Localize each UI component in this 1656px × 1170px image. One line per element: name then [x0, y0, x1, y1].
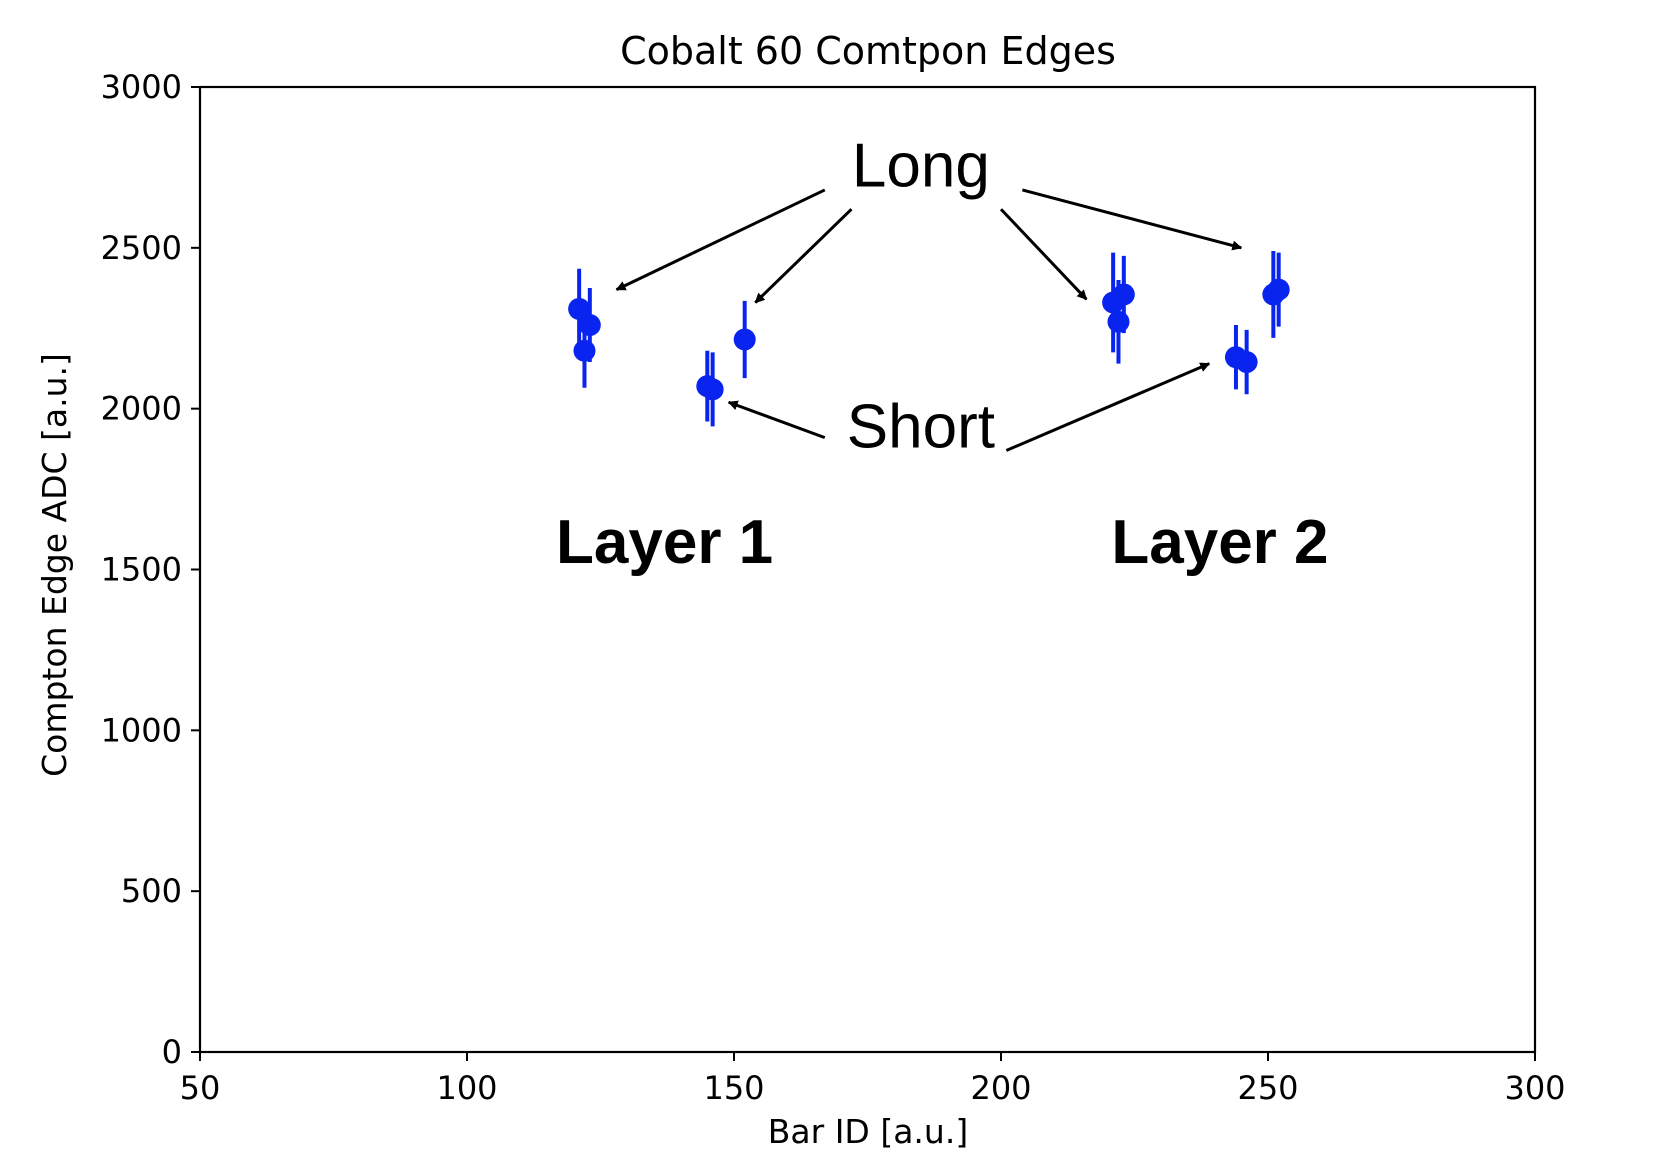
data-point [1235, 351, 1258, 374]
chart-title: Cobalt 60 Comtpon Edges [620, 29, 1116, 73]
annotation-label: Long [852, 132, 990, 201]
x-tick-label: 100 [436, 1069, 497, 1107]
layer-label: Layer 1 [556, 508, 773, 577]
annotation-arrow [754, 208, 853, 304]
data-point [1112, 283, 1135, 306]
layer-label: Layer 2 [1111, 508, 1328, 577]
y-axis-label: Compton Edge ADC [a.u.] [35, 353, 74, 777]
x-axis-label: Bar ID [a.u.] [768, 1112, 968, 1151]
x-tick-label: 200 [970, 1069, 1031, 1107]
annotation-arrow [1021, 188, 1243, 251]
x-tick-label: 250 [1237, 1069, 1298, 1107]
annotation-arrow [615, 188, 826, 292]
y-tick-label: 2500 [101, 229, 182, 267]
y-tick-label: 2000 [101, 390, 182, 428]
annotation-arrow [727, 400, 826, 440]
annotation-arrow [999, 208, 1088, 301]
y-tick-label: 3000 [101, 68, 182, 106]
data-point [578, 314, 601, 337]
plot-frame [198, 85, 1537, 1054]
data-point [701, 378, 724, 401]
x-tick-label: 300 [1504, 1069, 1565, 1107]
y-tick-label: 0 [162, 1033, 182, 1071]
x-tick-label: 50 [180, 1069, 221, 1107]
data-point [1107, 310, 1130, 333]
annotation-arrow [1005, 362, 1211, 452]
y-tick-label: 500 [121, 872, 182, 910]
data-point [1267, 278, 1290, 301]
annotation-label: Short [847, 392, 995, 461]
x-tick-label: 150 [703, 1069, 764, 1107]
y-tick-label: 1000 [101, 711, 182, 749]
y-tick-label: 1500 [101, 551, 182, 589]
data-point [573, 339, 596, 362]
data-point [733, 328, 756, 351]
